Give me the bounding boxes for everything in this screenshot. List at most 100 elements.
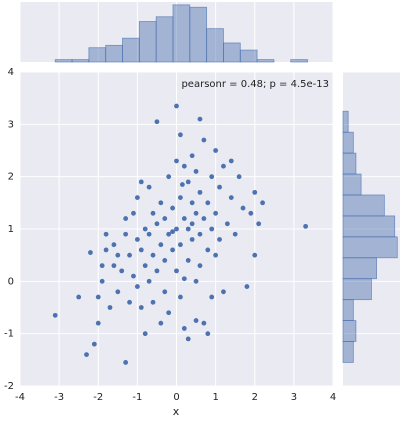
scatter-point: [115, 289, 121, 295]
scatter-point: [150, 210, 156, 216]
scatter-point: [142, 226, 148, 232]
histogram-bar: [54, 59, 73, 63]
scatter-point: [131, 210, 136, 216]
x-tick-label: 4: [330, 392, 336, 403]
scatter-point: [162, 289, 168, 295]
scatter-point: [123, 360, 129, 365]
scatter-point: [252, 189, 258, 195]
scatter-point: [158, 242, 164, 248]
scatter-point: [146, 184, 152, 190]
scatter-point: [52, 312, 58, 318]
scatter-point: [88, 250, 93, 255]
histogram-bar: [342, 299, 354, 321]
x-tick-label: -3: [54, 392, 64, 403]
histogram-bar: [223, 42, 241, 63]
histogram-bar: [342, 173, 362, 196]
scatter-point: [123, 231, 129, 237]
scatter-point: [142, 263, 148, 269]
scatter-point: [123, 216, 129, 221]
x-tick-label: -4: [15, 392, 25, 403]
histogram-bar: [342, 131, 354, 154]
scatter-point: [111, 242, 117, 248]
scatter-point: [154, 221, 160, 227]
y-tick-label: 0: [8, 276, 14, 287]
scatter-point: [197, 231, 203, 237]
scatter-point: [189, 200, 195, 206]
scatter-point: [244, 284, 250, 289]
scatter-point: [189, 153, 195, 159]
y-tick-label: 2: [8, 172, 14, 183]
scatter-point: [158, 200, 164, 206]
scatter-point: [174, 158, 179, 164]
scatter-point: [119, 268, 125, 274]
x-tick-label: 3: [291, 392, 297, 403]
scatter-point: [134, 284, 140, 289]
histogram-bar: [342, 278, 372, 301]
scatter-point: [142, 331, 148, 337]
histogram-bar: [122, 37, 140, 63]
scatter-point: [115, 252, 121, 258]
histogram-bar: [342, 152, 357, 175]
x-tick-label: 0: [173, 392, 179, 403]
scatter-point: [248, 210, 254, 216]
scatter-point: [213, 148, 219, 153]
scatter-point: [84, 352, 89, 357]
histogram-bar: [189, 6, 208, 63]
x-axis-label: x: [173, 405, 180, 418]
scatter-point: [150, 252, 156, 258]
scatter-point: [146, 231, 152, 237]
x-tick-label: -2: [93, 392, 103, 403]
scatter-point: [193, 169, 199, 174]
scatter-point: [150, 299, 156, 305]
scatter-point: [217, 184, 222, 190]
histogram-bar: [342, 194, 385, 217]
scatter-point: [197, 189, 203, 195]
scatter-point: [228, 158, 234, 164]
histogram-bar: [256, 59, 275, 63]
y-tick-label: 4: [8, 67, 14, 78]
scatter-point: [209, 294, 215, 300]
scatter-point: [111, 263, 117, 269]
y-tick-label: -2: [4, 381, 14, 392]
scatter-point: [224, 221, 230, 227]
scatter-point: [256, 221, 262, 227]
scatter-point: [146, 278, 152, 284]
scatter-point: [213, 252, 219, 258]
scatter-point: [154, 119, 160, 125]
scatter-point: [170, 205, 175, 211]
histogram-bar: [155, 16, 174, 63]
scatter-point: [138, 179, 144, 185]
scatter-point: [134, 237, 140, 242]
y-tick-label: 1: [8, 224, 14, 235]
scatter-point: [185, 336, 191, 342]
histogram-bar: [342, 110, 349, 133]
histogram-bar: [342, 236, 398, 259]
histogram-bar: [71, 59, 90, 63]
scatter-point: [221, 289, 226, 295]
scatter-point: [138, 247, 144, 253]
scatter-point: [174, 268, 179, 274]
histogram-bar: [172, 4, 191, 63]
scatter-point: [95, 294, 101, 300]
scatter-point: [127, 252, 132, 258]
scatter-point: [217, 237, 222, 242]
scatter-point: [178, 195, 183, 201]
scatter-point: [127, 299, 132, 305]
scatter-point: [181, 216, 187, 221]
scatter-point: [170, 247, 175, 253]
scatter-point: [185, 226, 191, 232]
scatter-point: [201, 137, 207, 143]
scatter-point: [131, 273, 136, 279]
x-tick-label: 2: [252, 392, 258, 403]
scatter-point: [170, 229, 175, 235]
scatter-point: [252, 252, 258, 258]
histogram-bar: [88, 47, 107, 63]
scatter-point: [178, 242, 183, 248]
scatter-point: [205, 200, 211, 206]
scatter-point: [221, 163, 226, 169]
scatter-point: [209, 174, 215, 180]
histogram-bar: [206, 28, 224, 63]
scatter-point: [193, 210, 199, 216]
scatter-point: [181, 276, 187, 282]
